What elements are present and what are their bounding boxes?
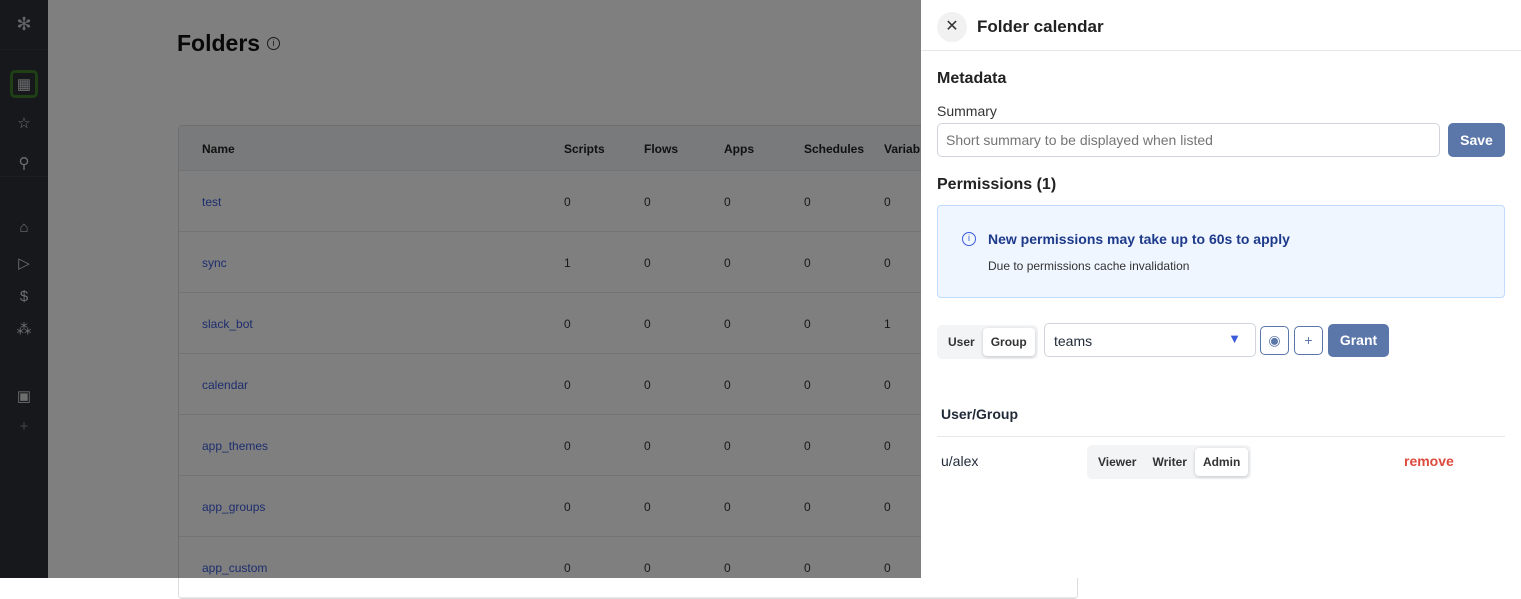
metadata-heading: Metadata xyxy=(937,70,1007,87)
role-admin[interactable]: Admin xyxy=(1194,448,1249,476)
role-viewer[interactable]: Viewer xyxy=(1098,455,1137,469)
user-group-toggle: User Group xyxy=(937,325,1038,359)
eye-icon[interactable]: ◉ xyxy=(1260,326,1289,355)
info-alert: i New permissions may take up to 60s to … xyxy=(937,205,1505,298)
chevron-down-icon: ▼ xyxy=(1228,331,1241,346)
alert-title: New permissions may take up to 60s to ap… xyxy=(988,231,1290,247)
group-select[interactable]: teams ▼ xyxy=(1044,323,1256,357)
alert-body: Due to permissions cache invalidation xyxy=(988,259,1190,273)
info-icon: i xyxy=(962,232,976,246)
list-header: User/Group xyxy=(941,406,1019,422)
remove-link[interactable]: remove xyxy=(1404,453,1454,469)
folder-drawer: ✕ Folder calendar Metadata Summary Save … xyxy=(921,0,1521,578)
user-name: u/alex xyxy=(941,453,979,469)
drawer-title: Folder calendar xyxy=(977,17,1104,36)
permissions-heading: Permissions (1) xyxy=(937,176,1057,193)
save-button[interactable]: Save xyxy=(1448,123,1505,157)
group-select-value: teams xyxy=(1054,333,1093,349)
toggle-group[interactable]: Group xyxy=(982,328,1035,356)
role-writer[interactable]: Writer xyxy=(1152,455,1187,469)
close-icon[interactable]: ✕ xyxy=(937,12,967,42)
modal-overlay[interactable] xyxy=(0,0,921,578)
role-toggle: Viewer Writer Admin xyxy=(1087,445,1252,479)
grant-button[interactable]: Grant xyxy=(1328,324,1389,357)
summary-label: Summary xyxy=(937,103,997,119)
plus-icon[interactable]: + xyxy=(1294,326,1323,355)
toggle-user[interactable]: User xyxy=(948,335,975,349)
summary-input[interactable] xyxy=(937,123,1440,157)
